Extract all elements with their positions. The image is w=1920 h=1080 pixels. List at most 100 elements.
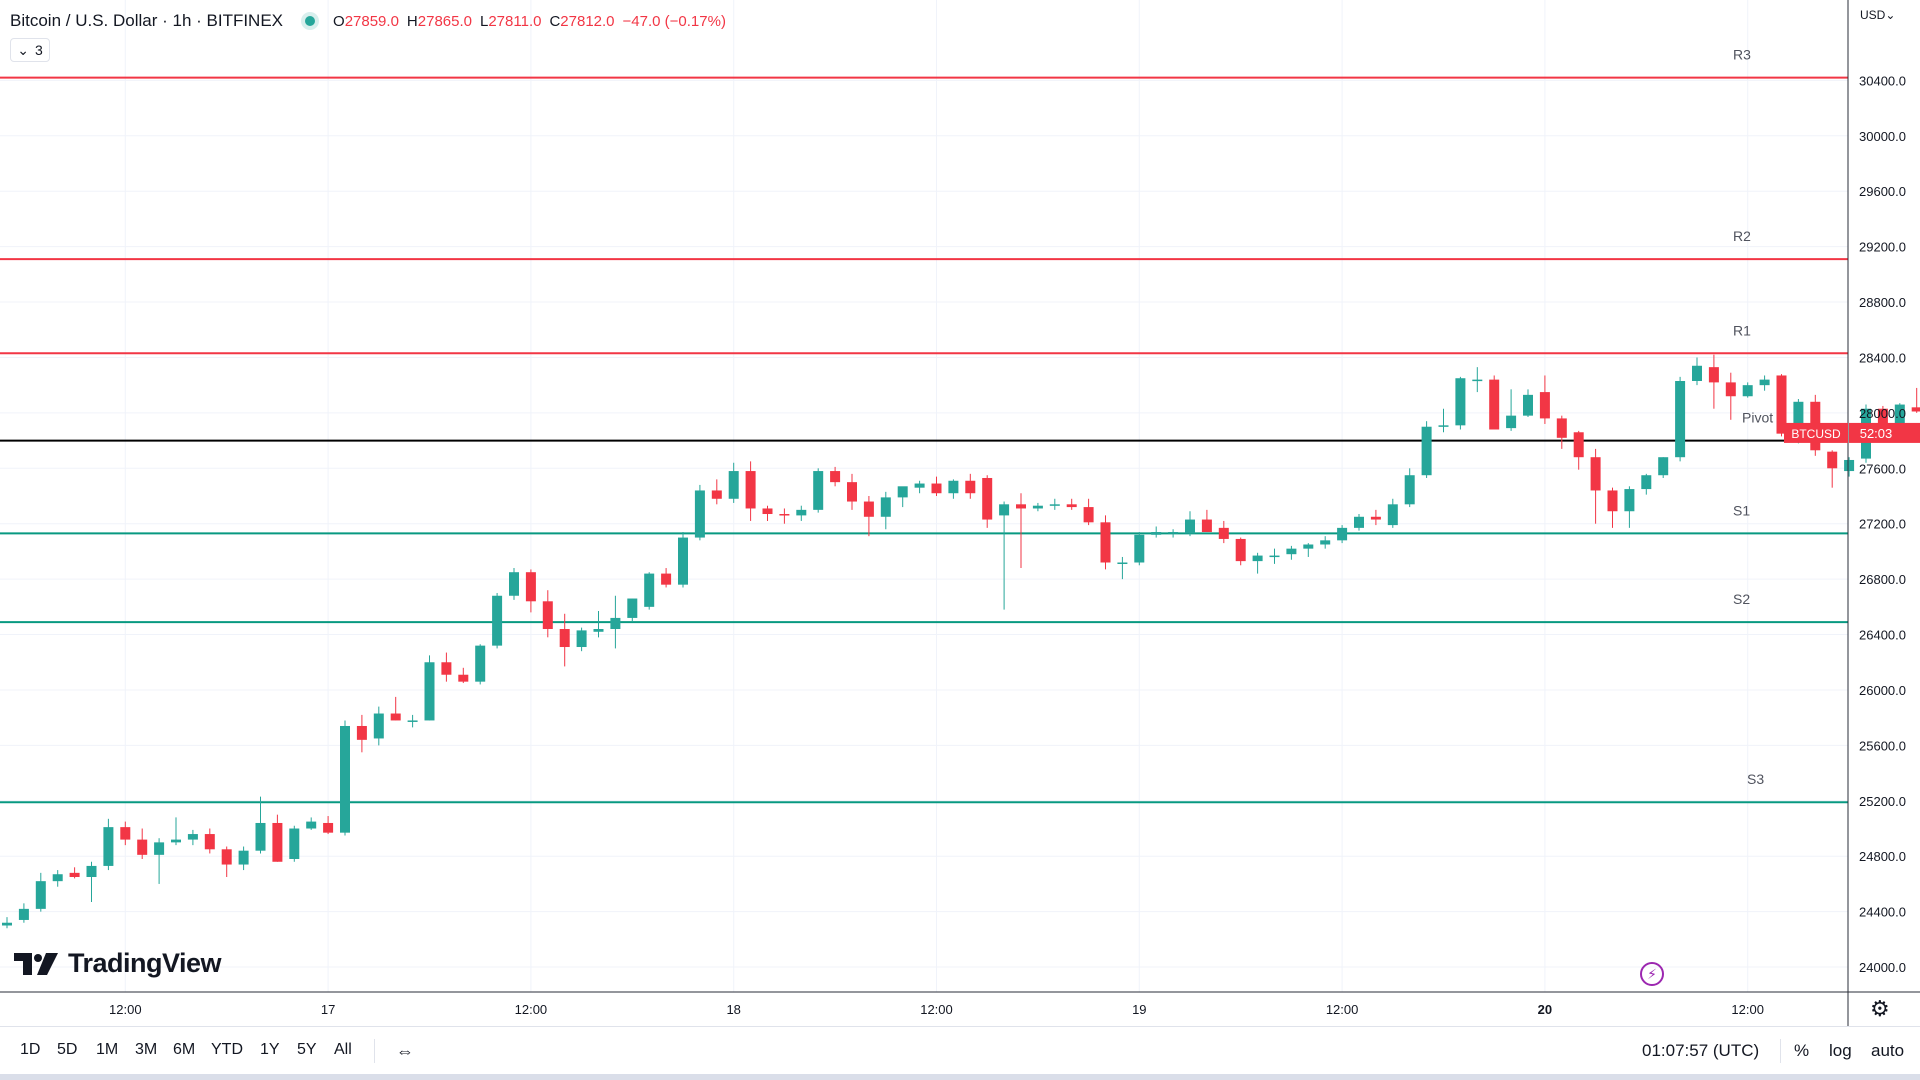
candle[interactable] [1337,525,1348,544]
candle[interactable] [965,473,976,499]
candle[interactable] [289,825,300,862]
candle[interactable] [1573,430,1584,470]
candle[interactable] [1286,545,1297,560]
candle[interactable] [1675,376,1686,462]
candle[interactable] [1303,543,1314,557]
candle[interactable] [306,817,317,830]
candle[interactable] [813,468,824,513]
candle[interactable] [103,818,114,871]
candle[interactable] [171,817,181,846]
candle[interactable] [373,706,384,746]
candle[interactable] [762,505,773,521]
auto-scale-toggle[interactable]: auto [1871,1041,1905,1060]
candle[interactable] [1016,493,1026,569]
candle[interactable] [272,814,283,862]
candle[interactable] [576,627,587,652]
candle[interactable] [1506,389,1517,431]
candle[interactable] [356,714,367,753]
candle[interactable] [863,496,874,537]
timeframe-3m[interactable]: 3M [135,1041,158,1058]
date-range-icon[interactable]: ⇔ [396,1041,414,1061]
candle[interactable] [1742,382,1753,398]
timeframe-1d[interactable]: 1D [20,1041,41,1058]
candle[interactable] [1252,552,1263,574]
candle[interactable] [238,846,249,871]
timeframe-5d[interactable]: 5D [57,1041,78,1058]
candle[interactable] [1269,548,1280,564]
candle[interactable] [120,821,131,846]
candle[interactable] [982,475,993,528]
candle[interactable] [559,613,570,667]
candle[interactable] [1489,375,1500,430]
candle[interactable] [18,903,29,923]
candle[interactable] [407,714,418,728]
candle[interactable] [458,667,469,684]
candle[interactable] [1117,556,1128,580]
candle[interactable] [610,595,621,649]
percent-scale-toggle[interactable]: % [1794,1041,1810,1060]
candle[interactable] [1421,421,1432,478]
candle[interactable] [1066,498,1077,510]
candle[interactable] [154,838,165,884]
candle[interactable] [255,796,266,854]
gear-icon[interactable]: ⚙ [1870,996,1890,1021]
timeframe-5y[interactable]: 5Y [297,1041,317,1058]
candle[interactable] [880,491,891,530]
candle[interactable] [1083,498,1094,526]
candle[interactable] [1725,372,1736,420]
candle[interactable] [525,569,536,613]
candle[interactable] [221,846,232,878]
candle[interactable] [830,466,841,487]
symbol-title[interactable]: Bitcoin / U.S. Dollar · 1h · BITFINEX [10,11,284,30]
timeframe-1m[interactable]: 1M [96,1041,119,1058]
candle[interactable] [1387,498,1398,528]
candle[interactable] [1759,375,1770,391]
candle[interactable] [1472,367,1483,393]
candle[interactable] [779,508,790,524]
candle[interactable] [340,720,350,836]
candle[interactable] [1624,486,1635,528]
candle[interactable] [1235,537,1246,566]
candle[interactable] [2,917,12,929]
candle[interactable] [1607,487,1618,528]
candle[interactable] [1658,457,1669,478]
market-status-icon[interactable] [305,16,316,26]
candle[interactable] [1032,502,1043,512]
indicators-toggle-button[interactable]: ⌄ 3 [10,38,50,62]
candle[interactable] [644,572,655,610]
candle[interactable] [1455,376,1466,430]
candle[interactable] [1049,498,1060,510]
timeframe-all[interactable]: All [334,1041,352,1058]
candle[interactable] [424,655,435,721]
candle[interactable] [627,598,638,623]
timeframe-1y[interactable]: 1Y [260,1041,280,1058]
timeframe-6m[interactable]: 6M [173,1041,196,1058]
candle[interactable] [1708,354,1719,409]
candle[interactable] [187,829,198,846]
candle[interactable] [1370,509,1381,526]
candle[interactable] [137,828,148,859]
candle[interactable] [52,870,63,887]
candle[interactable] [931,476,942,496]
candle[interactable] [678,532,688,588]
candle[interactable] [914,480,925,494]
candle[interactable] [897,486,908,508]
candle[interactable] [1320,536,1331,549]
candle[interactable] [694,484,705,541]
candle[interactable] [1201,509,1212,533]
candle[interactable] [661,568,672,588]
candle[interactable] [948,479,959,499]
candle[interactable] [711,479,722,505]
candle[interactable] [1776,374,1787,437]
currency-selector[interactable]: USD⌄ [1860,8,1896,22]
candle[interactable] [1404,468,1415,508]
candle[interactable] [475,644,486,685]
candle[interactable] [1590,448,1601,524]
candle[interactable] [492,592,503,649]
candle[interactable] [1641,473,1652,495]
candle[interactable] [390,696,401,721]
log-scale-toggle[interactable]: log [1829,1041,1852,1060]
timeframe-ytd[interactable]: YTD [211,1041,243,1058]
candle[interactable] [542,590,553,638]
